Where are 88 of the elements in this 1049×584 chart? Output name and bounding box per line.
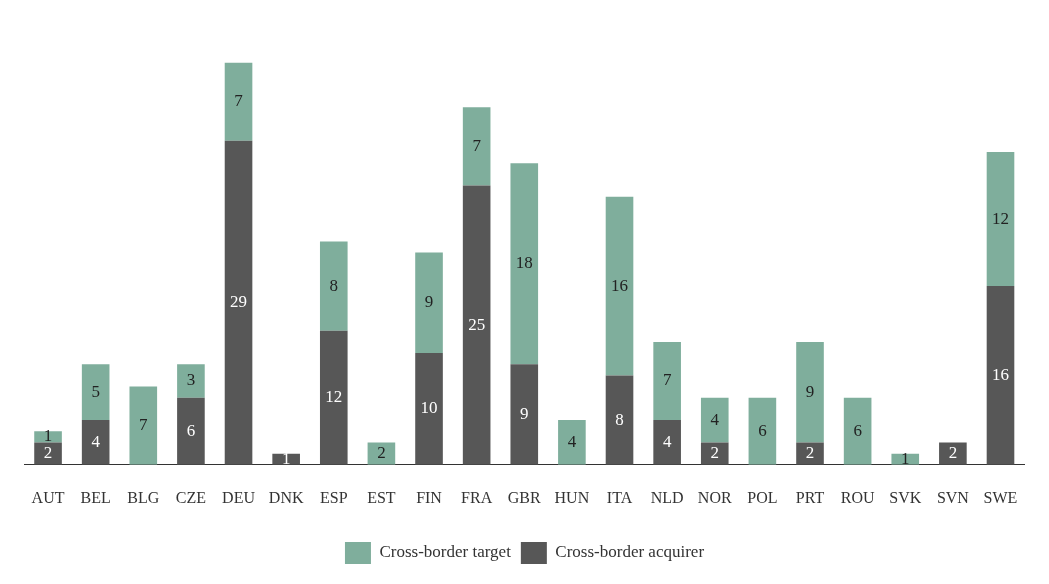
bar [748,397,777,465]
x-tick-label: FIN [416,488,443,506]
data-label: 25 [468,314,486,334]
bar [653,420,681,465]
data-label: 29 [230,292,248,312]
data-label: 12 [992,208,1009,228]
data-label: 9 [520,404,529,423]
x-tick-label: DNK [268,488,304,506]
x-tick-label: DEU [222,488,256,506]
bar [462,185,491,465]
data-label: 7 [662,370,672,390]
data-label: 4 [567,431,577,451]
bar [129,386,158,465]
x-tick-label: POL [747,488,778,506]
x-tick-label: ROU [840,488,875,506]
x-tick-label: SVN [936,488,970,506]
data-label: 8 [615,409,624,429]
bar [558,420,586,465]
data-label: 4 [710,409,720,429]
bar [319,241,348,331]
data-label: 16 [992,364,1009,384]
bar [843,397,872,465]
bar [462,107,491,186]
data-label: 7 [472,135,482,155]
bar [510,163,539,365]
bar [700,397,729,443]
x-tick-label: FRA [461,488,493,506]
bar [986,152,1015,287]
x-tick-label: HUN [554,488,590,506]
bar [986,286,1015,465]
data-label: 2 [43,443,53,463]
data-label: 1 [281,448,291,468]
bar [177,397,205,465]
data-label: 6 [853,420,862,440]
legend-label: Cross-border target [379,542,512,562]
data-label: 2 [377,443,386,463]
data-label: 4 [91,431,101,451]
data-label: 6 [186,420,196,440]
data-label: 7 [139,415,149,435]
x-tick-label: CZE [175,488,207,506]
x-tick-label: GBR [507,488,542,506]
data-label: 6 [758,420,767,440]
bar [81,364,110,421]
data-label: 3 [186,370,196,390]
data-label: 10 [420,398,438,418]
data-label: 12 [325,387,343,407]
x-tick-label: AUT [31,488,65,506]
data-label: 5 [91,381,100,401]
data-label: 9 [424,292,434,312]
bar [319,330,348,465]
bar [700,442,729,465]
x-tick-label: SWE [983,488,1018,506]
bar [653,341,681,421]
x-tick-label: NLD [650,488,684,506]
bar [81,420,110,465]
bar [605,375,634,465]
data-label: 16 [611,275,629,295]
bar [510,364,539,465]
x-tick-label: NOR [697,488,732,506]
bar [34,431,62,443]
bar [415,252,443,354]
legend-label: Cross-border acquirer [555,542,705,562]
x-tick-label: ESP [319,488,348,506]
data-label: 2 [948,443,958,463]
x-tick-label: SVK [889,488,922,506]
data-label: 18 [515,253,533,273]
bar [224,62,253,141]
x-tick-label: PRT [795,488,825,506]
bar [796,442,824,465]
data-label: 8 [329,275,339,295]
data-label: 2 [710,443,720,463]
bar [34,442,62,465]
bar [605,196,634,376]
data-label: 2 [805,443,815,463]
data-label: 7 [234,91,244,111]
bar [224,140,253,465]
data-label: 1 [43,426,53,446]
bar [796,341,824,443]
x-tick-label: ITA [606,488,633,506]
x-tick-label: EST [367,488,396,506]
bar [939,442,967,465]
data-label: 4 [662,431,672,451]
x-tick-label: BEL [80,488,111,506]
data-label: 9 [805,381,815,401]
bar [415,353,443,465]
bar [177,364,205,398]
data-label: 1 [901,448,910,468]
x-tick-label: BLG [127,488,160,506]
